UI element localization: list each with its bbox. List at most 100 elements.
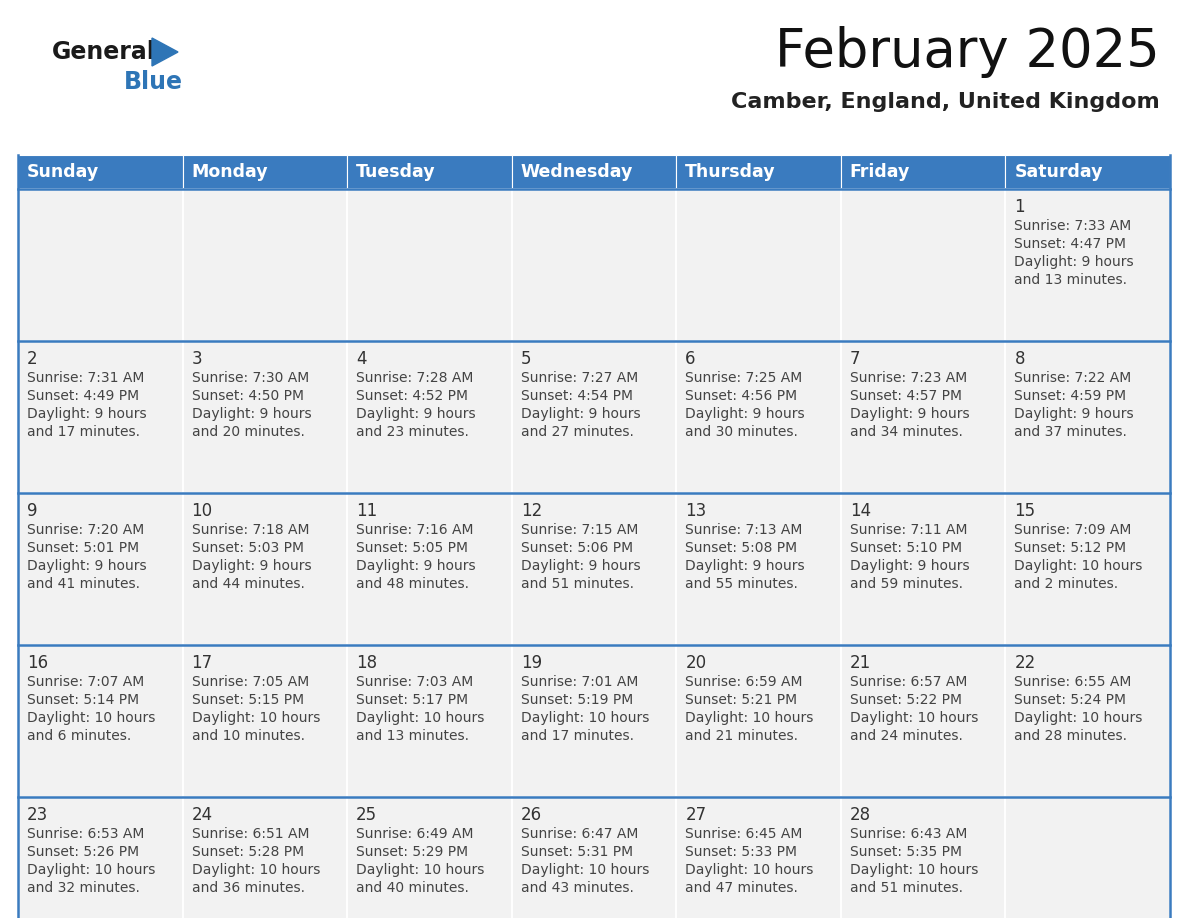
Text: Sunset: 4:54 PM: Sunset: 4:54 PM (520, 389, 633, 403)
Text: Daylight: 9 hours: Daylight: 9 hours (191, 559, 311, 573)
Bar (841, 645, 1005, 797)
Text: Sunset: 5:22 PM: Sunset: 5:22 PM (849, 693, 962, 707)
Bar (1005, 155, 1170, 189)
Text: Sunrise: 7:03 AM: Sunrise: 7:03 AM (356, 675, 473, 689)
Text: Sunset: 5:12 PM: Sunset: 5:12 PM (1015, 541, 1126, 555)
Bar (18, 189, 183, 341)
Text: Sunset: 5:24 PM: Sunset: 5:24 PM (1015, 693, 1126, 707)
Bar (676, 797, 841, 918)
Bar (183, 155, 347, 189)
Bar (841, 341, 1005, 493)
Text: Daylight: 9 hours: Daylight: 9 hours (27, 407, 146, 421)
Text: Monday: Monday (191, 163, 268, 181)
Text: Sunset: 5:17 PM: Sunset: 5:17 PM (356, 693, 468, 707)
Text: and 37 minutes.: and 37 minutes. (1015, 425, 1127, 439)
Text: Wednesday: Wednesday (520, 163, 633, 181)
Text: and 41 minutes.: and 41 minutes. (27, 577, 140, 591)
Text: Sunrise: 7:13 AM: Sunrise: 7:13 AM (685, 523, 803, 537)
Text: Daylight: 9 hours: Daylight: 9 hours (1015, 407, 1135, 421)
Bar (512, 155, 676, 189)
Text: and 2 minutes.: and 2 minutes. (1015, 577, 1119, 591)
Text: 22: 22 (1015, 654, 1036, 672)
Bar (512, 341, 676, 493)
Text: and 47 minutes.: and 47 minutes. (685, 881, 798, 895)
Text: Sunset: 5:33 PM: Sunset: 5:33 PM (685, 845, 797, 859)
Bar (183, 341, 347, 493)
Text: Sunset: 4:49 PM: Sunset: 4:49 PM (27, 389, 139, 403)
Text: and 59 minutes.: and 59 minutes. (849, 577, 962, 591)
Text: Sunset: 5:14 PM: Sunset: 5:14 PM (27, 693, 139, 707)
Bar (18, 341, 183, 493)
Text: 15: 15 (1015, 502, 1036, 520)
Text: and 21 minutes.: and 21 minutes. (685, 729, 798, 743)
Bar (1005, 645, 1170, 797)
Bar (18, 797, 183, 918)
Text: Sunset: 5:29 PM: Sunset: 5:29 PM (356, 845, 468, 859)
Text: Sunrise: 7:16 AM: Sunrise: 7:16 AM (356, 523, 474, 537)
Bar (676, 155, 841, 189)
Text: Sunrise: 7:25 AM: Sunrise: 7:25 AM (685, 371, 803, 385)
Text: and 51 minutes.: and 51 minutes. (849, 881, 962, 895)
Text: 26: 26 (520, 806, 542, 824)
Text: Sunset: 5:08 PM: Sunset: 5:08 PM (685, 541, 797, 555)
Text: Daylight: 9 hours: Daylight: 9 hours (520, 559, 640, 573)
Text: Daylight: 10 hours: Daylight: 10 hours (191, 711, 320, 725)
Text: 4: 4 (356, 350, 367, 368)
Bar (183, 645, 347, 797)
Text: and 48 minutes.: and 48 minutes. (356, 577, 469, 591)
Text: Daylight: 9 hours: Daylight: 9 hours (849, 559, 969, 573)
Text: Sunset: 5:26 PM: Sunset: 5:26 PM (27, 845, 139, 859)
Bar (347, 645, 512, 797)
Text: and 17 minutes.: and 17 minutes. (520, 729, 633, 743)
Text: Sunset: 5:21 PM: Sunset: 5:21 PM (685, 693, 797, 707)
Text: Sunset: 4:52 PM: Sunset: 4:52 PM (356, 389, 468, 403)
Text: Sunrise: 7:11 AM: Sunrise: 7:11 AM (849, 523, 967, 537)
Bar (18, 155, 183, 189)
Text: Friday: Friday (849, 163, 910, 181)
Bar (841, 493, 1005, 645)
Bar (841, 189, 1005, 341)
Text: Sunrise: 6:59 AM: Sunrise: 6:59 AM (685, 675, 803, 689)
Text: Sunrise: 7:30 AM: Sunrise: 7:30 AM (191, 371, 309, 385)
Text: 27: 27 (685, 806, 707, 824)
Bar (183, 493, 347, 645)
Text: 23: 23 (27, 806, 49, 824)
Text: Daylight: 10 hours: Daylight: 10 hours (685, 711, 814, 725)
Text: 10: 10 (191, 502, 213, 520)
Text: and 44 minutes.: and 44 minutes. (191, 577, 304, 591)
Text: Sunrise: 6:55 AM: Sunrise: 6:55 AM (1015, 675, 1132, 689)
Bar (512, 493, 676, 645)
Text: Daylight: 9 hours: Daylight: 9 hours (849, 407, 969, 421)
Bar (1005, 341, 1170, 493)
Text: and 51 minutes.: and 51 minutes. (520, 577, 633, 591)
Text: Sunrise: 7:33 AM: Sunrise: 7:33 AM (1015, 219, 1132, 233)
Text: 16: 16 (27, 654, 49, 672)
Text: Sunrise: 7:27 AM: Sunrise: 7:27 AM (520, 371, 638, 385)
Text: 8: 8 (1015, 350, 1025, 368)
Text: 6: 6 (685, 350, 696, 368)
Bar (512, 645, 676, 797)
Text: Sunrise: 6:43 AM: Sunrise: 6:43 AM (849, 827, 967, 841)
Text: Daylight: 9 hours: Daylight: 9 hours (685, 559, 805, 573)
Bar (347, 155, 512, 189)
Text: 5: 5 (520, 350, 531, 368)
Text: 2: 2 (27, 350, 38, 368)
Text: Sunrise: 7:05 AM: Sunrise: 7:05 AM (191, 675, 309, 689)
Text: 25: 25 (356, 806, 378, 824)
Text: Sunrise: 7:28 AM: Sunrise: 7:28 AM (356, 371, 474, 385)
Text: 14: 14 (849, 502, 871, 520)
Text: Sunset: 4:56 PM: Sunset: 4:56 PM (685, 389, 797, 403)
Text: Sunday: Sunday (27, 163, 100, 181)
Text: Daylight: 10 hours: Daylight: 10 hours (356, 711, 485, 725)
Text: General: General (52, 40, 156, 64)
Text: and 23 minutes.: and 23 minutes. (356, 425, 469, 439)
Text: Sunset: 5:35 PM: Sunset: 5:35 PM (849, 845, 962, 859)
Text: and 34 minutes.: and 34 minutes. (849, 425, 962, 439)
Text: Sunset: 4:59 PM: Sunset: 4:59 PM (1015, 389, 1126, 403)
Text: Sunrise: 7:31 AM: Sunrise: 7:31 AM (27, 371, 145, 385)
Text: Daylight: 10 hours: Daylight: 10 hours (1015, 711, 1143, 725)
Text: 24: 24 (191, 806, 213, 824)
Text: and 32 minutes.: and 32 minutes. (27, 881, 140, 895)
Text: Sunrise: 7:09 AM: Sunrise: 7:09 AM (1015, 523, 1132, 537)
Text: Sunrise: 7:20 AM: Sunrise: 7:20 AM (27, 523, 144, 537)
